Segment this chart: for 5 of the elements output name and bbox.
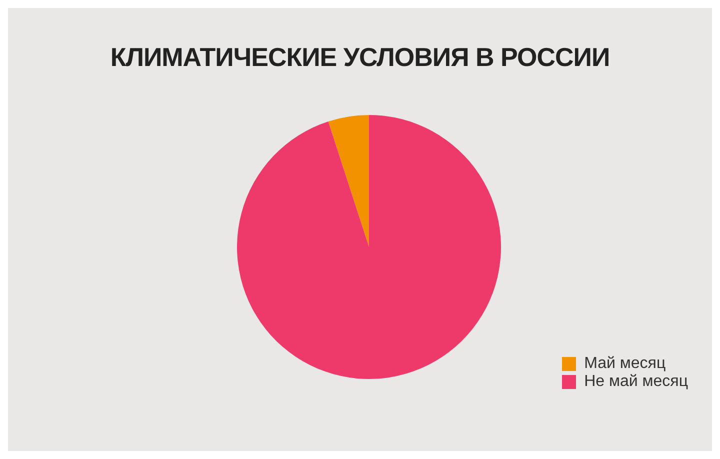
pie-slice — [237, 115, 501, 379]
pie-slice — [328, 115, 369, 247]
chart-title: КЛИМАТИЧЕСКИЕ УСЛОВИЯ В РОССИИ — [109, 42, 611, 73]
legend-label: Не май месяц — [584, 373, 688, 390]
legend-label: Май месяц — [584, 355, 666, 372]
